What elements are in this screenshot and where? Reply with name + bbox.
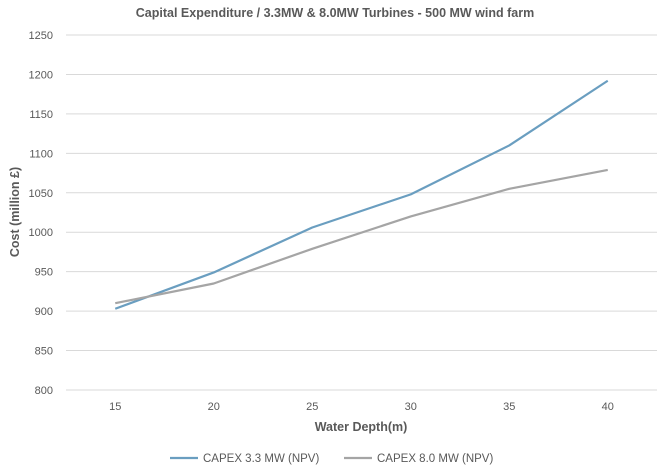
chart-title: Capital Expenditure / 3.3MW & 8.0MW Turb… xyxy=(136,6,534,20)
x-tick-label: 35 xyxy=(503,401,515,413)
legend-label: CAPEX 8.0 MW (NPV) xyxy=(377,453,493,465)
x-tick-label: 15 xyxy=(109,401,121,413)
y-axis-title: Cost (million £) xyxy=(8,167,22,257)
y-tick-label: 1000 xyxy=(29,227,53,239)
y-tick-label: 850 xyxy=(35,346,53,358)
y-tick-label: 950 xyxy=(35,267,53,279)
x-axis-title: Water Depth(m) xyxy=(315,420,408,434)
y-tick-label: 1250 xyxy=(29,30,53,42)
x-tick-label: 20 xyxy=(208,401,220,413)
x-tick-label: 30 xyxy=(405,401,417,413)
series-line-2 xyxy=(115,168,608,305)
y-tick-label: 1150 xyxy=(29,109,53,121)
legend-label: CAPEX 3.3 MW (NPV) xyxy=(203,453,319,465)
y-tick-label: 1050 xyxy=(29,188,53,200)
y-tick-label: 1100 xyxy=(29,148,53,160)
y-tick-label: 900 xyxy=(35,306,53,318)
y-tick-label: 800 xyxy=(35,385,53,397)
y-tick-label: 1200 xyxy=(29,69,53,81)
series-line-1 xyxy=(114,79,609,310)
x-tick-label: 25 xyxy=(306,401,318,413)
x-tick-label: 40 xyxy=(602,401,614,413)
